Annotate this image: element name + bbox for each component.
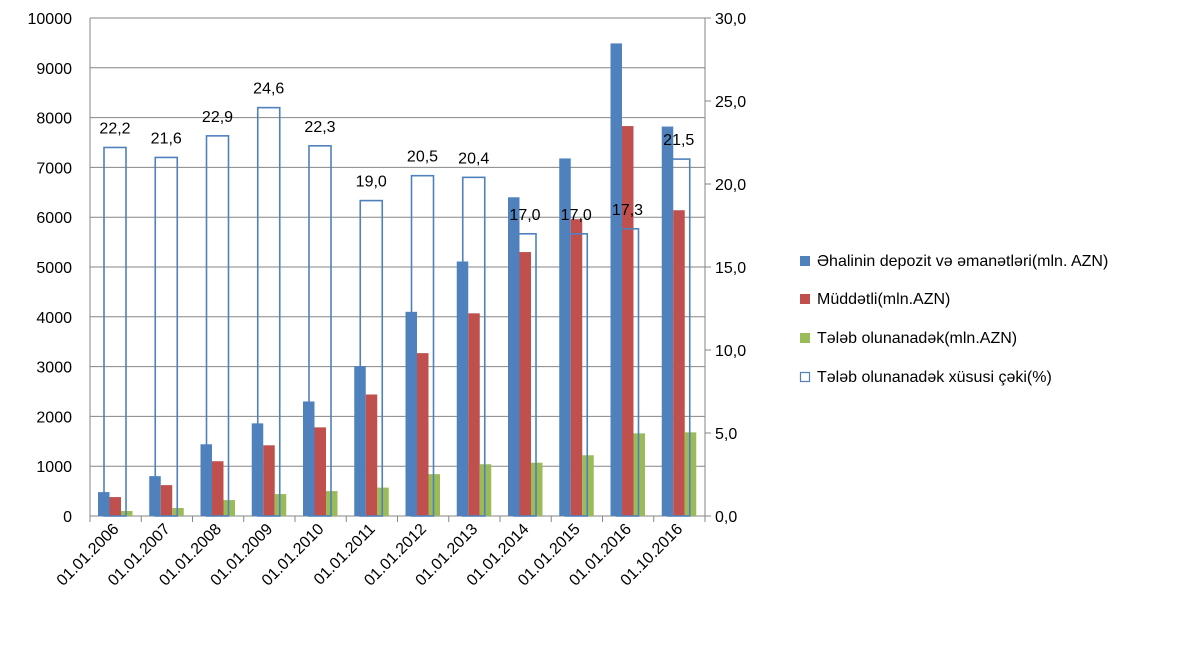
y-left-tick-label: 0 (63, 509, 72, 526)
data-label: 22,3 (304, 119, 335, 136)
bar-term (570, 219, 583, 516)
y-right-tick-label: 10,0 (715, 343, 746, 360)
y-right-tick-label: 15,0 (715, 260, 746, 277)
data-label: 22,2 (99, 120, 130, 137)
bar-demand-share (256, 106, 281, 517)
y-right-tick-label: 20,0 (715, 177, 746, 194)
y-left-tick-label: 7000 (36, 160, 72, 177)
data-label: 17,0 (509, 207, 540, 224)
y-left-tick-label: 1000 (36, 459, 72, 476)
bar-demand-share (154, 156, 179, 517)
data-label: 21,6 (151, 130, 182, 147)
bar-demand-share (564, 233, 589, 517)
data-label: 17,0 (561, 207, 592, 224)
bar-term (365, 394, 378, 516)
bar-term (673, 210, 685, 516)
data-label: 17,3 (612, 202, 643, 219)
bar-demand-share (359, 199, 384, 517)
bar-term (160, 485, 173, 516)
legend-label: Tələb olunanadək(mln.AZN) (817, 330, 1017, 347)
legend-label: Əhalinin depozit və əmanətləri(mln. AZN) (817, 253, 1108, 270)
bar-demand-share (666, 158, 691, 517)
data-label: 19,0 (356, 174, 387, 191)
bar-demand-share (308, 145, 332, 517)
legend-swatch (800, 256, 810, 266)
y-right-tick-label: 30,0 (715, 11, 746, 28)
bar-demand-share (410, 174, 435, 517)
bar-term (314, 427, 326, 516)
bar-term (263, 445, 275, 516)
bar-term (109, 497, 121, 516)
y-left-tick-label: 2000 (36, 409, 72, 426)
bar-term (417, 353, 429, 516)
y-right-tick-label: 0,0 (715, 509, 737, 526)
y-right-tick-label: 5,0 (715, 426, 737, 443)
data-label: 21,5 (663, 132, 694, 149)
bar-term (468, 313, 480, 516)
data-label: 22,9 (202, 109, 233, 126)
bar-demand-share (615, 228, 640, 517)
legend-swatch (800, 294, 810, 304)
data-label: 20,5 (407, 149, 438, 166)
bar-demand-share (513, 233, 537, 517)
y-left-tick-label: 4000 (36, 310, 72, 327)
bar-demand-share (461, 176, 486, 517)
legend-label: Tələb olunanadək xüsusi çəki(%) (817, 369, 1052, 386)
bar-demand-share (205, 135, 230, 517)
y-left-tick-label: 5000 (36, 260, 72, 277)
legend-label: Müddətli(mln.AZN) (817, 291, 950, 308)
legend-swatch (799, 371, 811, 383)
data-label: 24,6 (253, 81, 284, 98)
y-left-tick-label: 8000 (36, 111, 72, 128)
data-label: 20,4 (458, 150, 489, 167)
y-left-tick-label: 6000 (36, 210, 72, 227)
bar-demand-share (103, 146, 127, 517)
y-left-tick-label: 10000 (28, 11, 73, 28)
bar-term (622, 126, 634, 516)
y-right-tick-label: 25,0 (715, 94, 746, 111)
bar-term (519, 252, 531, 516)
y-left-tick-label: 9000 (36, 61, 72, 78)
legend-swatch (800, 333, 810, 343)
bar-term (212, 461, 224, 516)
y-left-tick-label: 3000 (36, 360, 72, 377)
